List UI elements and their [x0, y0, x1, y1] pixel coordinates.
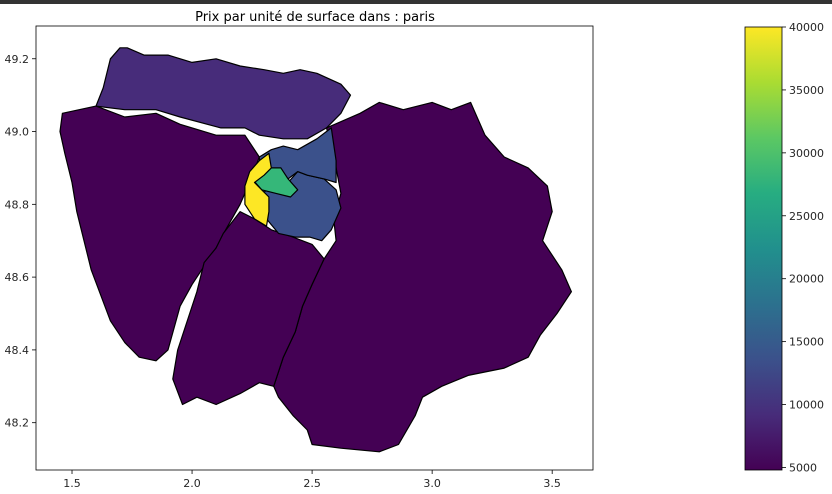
- colorbar-tick-label: 30000: [789, 147, 824, 160]
- colorbar-tick-label: 40000: [789, 21, 824, 34]
- x-tick-label: 3.5: [543, 477, 561, 490]
- colorbar-axis: 5000 10000 15000 20000 25000 30000 35000 40000: [782, 21, 824, 474]
- colorbar-tick-label: 35000: [789, 84, 824, 97]
- colorbar-tick-label: 25000: [789, 210, 824, 223]
- y-tick-label: 49.2: [5, 53, 30, 66]
- colorbar-tick-label: 5000: [789, 461, 817, 474]
- top-border: [0, 0, 832, 4]
- y-tick-label: 48.2: [5, 417, 30, 430]
- x-tick-label: 3.0: [423, 477, 441, 490]
- x-axis: 1.5 2.0 2.5 3.0 3.5: [63, 470, 561, 490]
- region-1: [59, 105, 260, 362]
- x-tick-label: 2.5: [303, 477, 321, 490]
- map-regions: [59, 47, 573, 453]
- y-tick-label: 48.8: [5, 198, 30, 211]
- colorbar-tick-label: 20000: [789, 273, 824, 286]
- region-7: [244, 152, 272, 227]
- y-tick-label: 48.4: [5, 344, 30, 357]
- chart-title: Prix par unité de surface dans : paris: [195, 10, 435, 25]
- x-tick-label: 1.5: [63, 477, 81, 490]
- y-tick-label: 49.0: [5, 126, 30, 139]
- x-tick-label: 2.0: [183, 477, 201, 490]
- region-0: [95, 47, 352, 140]
- y-axis: 48.2 48.4 48.6 48.8 49.0 49.2: [5, 53, 36, 430]
- colorbar: [744, 26, 783, 471]
- plot-frame: [35, 25, 594, 471]
- colorbar-tick-label: 15000: [789, 336, 824, 349]
- y-tick-label: 48.6: [5, 271, 30, 284]
- colorbar-tick-label: 10000: [789, 399, 824, 412]
